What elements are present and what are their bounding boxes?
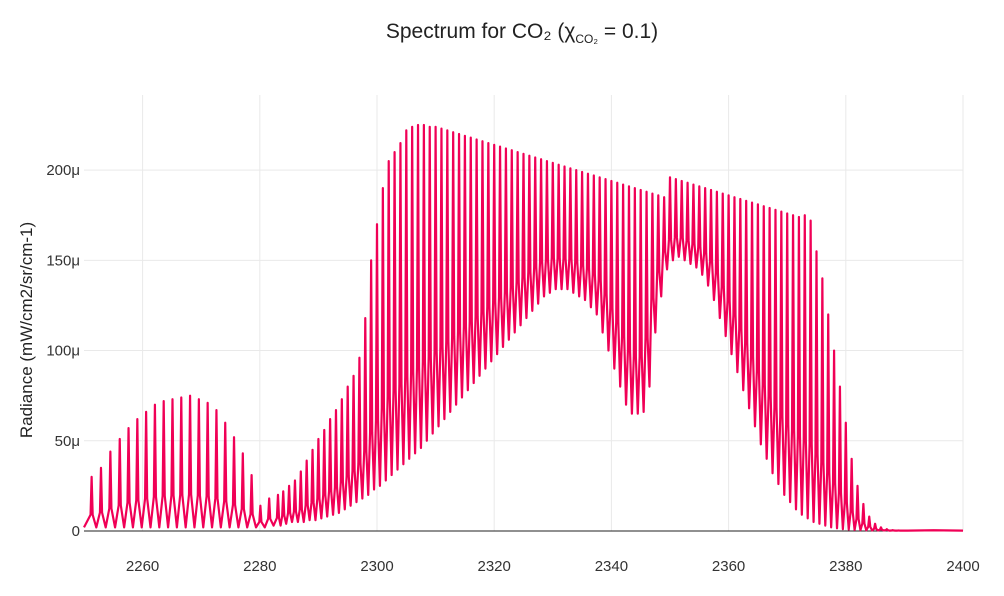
x-axis-ticks: 2260 2280 2300 2320 2340 2360 2380 2400 (126, 558, 980, 575)
x-tick-label: 2340 (595, 558, 628, 575)
y-tick-label: 150μ (46, 252, 80, 269)
series-layer (83, 123, 964, 532)
y-axis-ticks: 0 50μ 100μ 150μ 200μ (46, 162, 80, 540)
chart-title-main: Spectrum for CO₂ (χ (386, 20, 576, 43)
chart-title-tail: = 0.1) (598, 20, 658, 43)
x-tick-label: 2400 (946, 558, 979, 575)
x-tick-label: 2360 (712, 558, 745, 575)
x-tick-label: 2320 (478, 558, 511, 575)
x-tick-label: 2300 (360, 558, 393, 575)
y-tick-label: 200μ (46, 162, 80, 179)
y-tick-label: 100μ (46, 343, 80, 360)
y-tick-label: 50μ (55, 433, 80, 450)
spectrum-line (83, 123, 964, 532)
x-tick-label: 2280 (243, 558, 276, 575)
y-tick-label: 0 (72, 523, 80, 540)
chart-title: Spectrum for CO₂ (χCO₂ = 0.1) (386, 20, 658, 46)
x-tick-label: 2260 (126, 558, 159, 575)
y-axis-label: Radiance (mW/cm2/sr/cm-1) (17, 222, 36, 438)
x-tick-label: 2380 (829, 558, 862, 575)
chart-title-subscript: CO₂ (575, 32, 598, 46)
